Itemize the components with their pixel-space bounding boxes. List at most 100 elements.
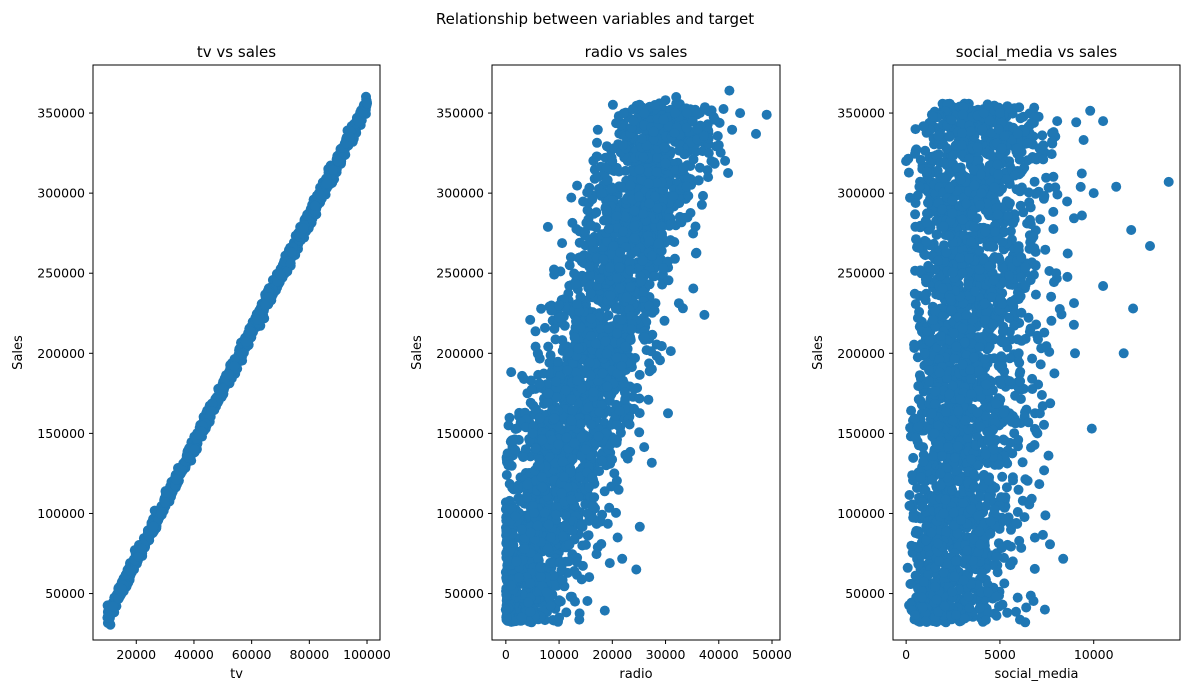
scatter-point xyxy=(671,92,682,102)
scatter-point xyxy=(500,604,511,615)
scatter-point xyxy=(525,606,536,617)
scatter-point xyxy=(574,237,585,248)
scatter-point xyxy=(656,341,667,352)
scatter-point xyxy=(554,312,565,323)
scatter-point xyxy=(557,335,568,346)
scatter-point xyxy=(614,283,625,294)
scatter-point xyxy=(584,482,594,493)
scatter-point xyxy=(592,124,603,135)
scatter-point xyxy=(542,397,553,408)
y-tick-label: 150000 xyxy=(37,426,85,441)
scatter-point xyxy=(644,236,655,247)
scatter-point xyxy=(504,412,515,423)
axes-frame xyxy=(92,64,381,641)
scatter-point xyxy=(576,574,587,585)
scatter-point xyxy=(536,472,547,482)
scatter-point xyxy=(669,237,680,247)
scatter-point xyxy=(530,443,541,454)
scatter-point xyxy=(703,148,714,159)
scatter-point xyxy=(619,387,630,398)
scatter-point xyxy=(554,595,565,606)
subplots: 20000 40000 60000 80000 10000050000100000150… xyxy=(11,43,1181,682)
scatter-point xyxy=(637,133,647,144)
scatter-point xyxy=(699,309,710,320)
scatter-point xyxy=(761,109,772,120)
scatter-point xyxy=(679,212,690,223)
scatter-point xyxy=(647,250,657,261)
scatter-point xyxy=(723,168,734,178)
x-tick-label: 80000 xyxy=(289,647,329,662)
scatter-point xyxy=(615,247,626,258)
scatter-point xyxy=(526,384,537,395)
scatter-point xyxy=(629,205,640,216)
x-tick-label: 30000 xyxy=(646,647,686,662)
scatter-point xyxy=(656,221,667,232)
scatter-point xyxy=(506,580,517,591)
scatter-point xyxy=(569,332,580,343)
scatter-point xyxy=(668,191,679,201)
scatter-point xyxy=(554,612,565,623)
scatter-point xyxy=(688,283,699,294)
scatter-point xyxy=(646,457,657,468)
scatter-point xyxy=(561,511,571,521)
scatter-point xyxy=(557,456,568,467)
scatter-point xyxy=(598,254,609,265)
scatter-point xyxy=(567,358,578,369)
scatter-point xyxy=(564,539,575,550)
scatter-point xyxy=(503,420,514,431)
scatter-point xyxy=(607,156,618,167)
scatter-point xyxy=(116,583,127,594)
y-axis-label: Sales xyxy=(410,335,425,370)
scatter-point xyxy=(631,564,642,575)
scatter-point xyxy=(612,328,622,339)
scatter-point xyxy=(611,211,622,221)
scatter-point xyxy=(604,558,615,569)
scatter-point xyxy=(665,346,676,357)
scatter-point xyxy=(618,140,628,151)
scatter-point xyxy=(688,154,699,165)
scatter-point xyxy=(724,85,735,96)
scatter-point xyxy=(549,264,559,275)
scatter-point xyxy=(557,531,568,542)
scatter-point xyxy=(594,407,605,417)
scatter-points-tv xyxy=(102,91,372,630)
scatter-point xyxy=(585,288,596,299)
scatter-point xyxy=(518,452,529,462)
scatter-point xyxy=(537,435,548,446)
scatter-point xyxy=(638,209,649,220)
scatter-point xyxy=(223,369,234,380)
y-tick-label: 50000 xyxy=(444,586,484,601)
scatter-point xyxy=(538,368,549,379)
scatter-point xyxy=(573,343,584,354)
scatter-point xyxy=(522,492,533,503)
x-tick-label: 60000 xyxy=(232,647,272,662)
scatter-point xyxy=(646,364,657,375)
scatter-point xyxy=(610,303,621,314)
scatter-point xyxy=(720,155,731,166)
scatter-point xyxy=(636,174,647,185)
scatter-point xyxy=(710,114,720,125)
scatter-point xyxy=(511,556,522,567)
scatter-point xyxy=(548,580,559,591)
scatter-point xyxy=(527,428,538,439)
scatter-point xyxy=(903,167,914,178)
scatter-point xyxy=(596,539,607,549)
scatter-point xyxy=(534,413,545,424)
scatter-point xyxy=(589,492,600,503)
scatter-point xyxy=(681,108,692,119)
scatter-point xyxy=(522,479,533,490)
y-tick-label: 250000 xyxy=(37,266,85,281)
scatter-point xyxy=(133,551,144,562)
scatter-point xyxy=(615,427,626,438)
scatter-point xyxy=(602,518,613,529)
scatter-point xyxy=(625,265,635,276)
scatter-point xyxy=(540,322,550,333)
scatter-point xyxy=(616,361,627,371)
scatter-point xyxy=(557,238,568,249)
scatter-point xyxy=(1037,130,1048,141)
scatter-point xyxy=(564,260,575,271)
scatter-point xyxy=(643,178,654,189)
scatter-point xyxy=(1069,213,1079,224)
scatter-point xyxy=(659,315,670,326)
